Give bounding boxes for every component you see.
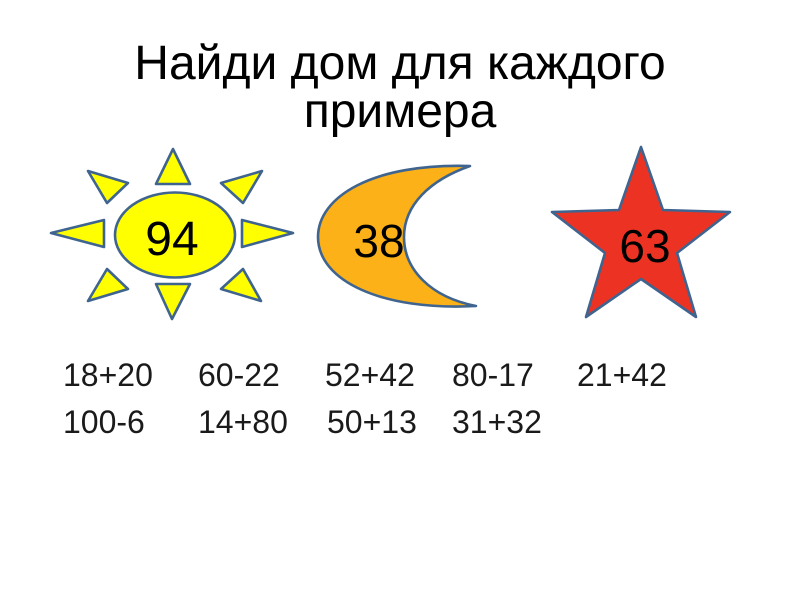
expression-3: 52+42 (325, 357, 415, 393)
moon-value: 38 (353, 215, 404, 267)
sun-ray-north (154, 147, 192, 186)
sun-body (113, 191, 237, 279)
sun-ray-northwest (86, 169, 130, 205)
expression-2: 60-22 (198, 357, 280, 393)
sun-icon: 94 (49, 147, 295, 321)
moon-body (316, 164, 478, 308)
sun-ray-south (154, 282, 192, 321)
moon-icon: 38 (316, 164, 478, 308)
expression-4: 80-17 (452, 357, 534, 393)
expression-9: 31+32 (452, 404, 542, 440)
expression-5: 21+42 (577, 357, 667, 393)
slide-title: Найди дом для каждого примера (0, 40, 800, 136)
sun-ray-southeast (219, 267, 263, 303)
star-body (550, 145, 732, 319)
sun-ray-northeast (219, 169, 264, 205)
sun-ray-west (49, 218, 106, 249)
slide-title-line1: Найди дом для каждого (134, 37, 666, 90)
expression-1: 18+20 (63, 357, 153, 393)
star-icon: 63 (550, 145, 732, 319)
slide-title-line2: примера (303, 85, 497, 138)
expression-7: 14+80 (198, 404, 288, 440)
star-value: 63 (619, 220, 670, 272)
sun-ray-east (240, 218, 295, 249)
sun-value: 94 (145, 213, 198, 266)
sun-ray-southwest (86, 267, 130, 303)
expression-6: 100-6 (63, 404, 145, 440)
expression-8: 50+13 (327, 404, 417, 440)
